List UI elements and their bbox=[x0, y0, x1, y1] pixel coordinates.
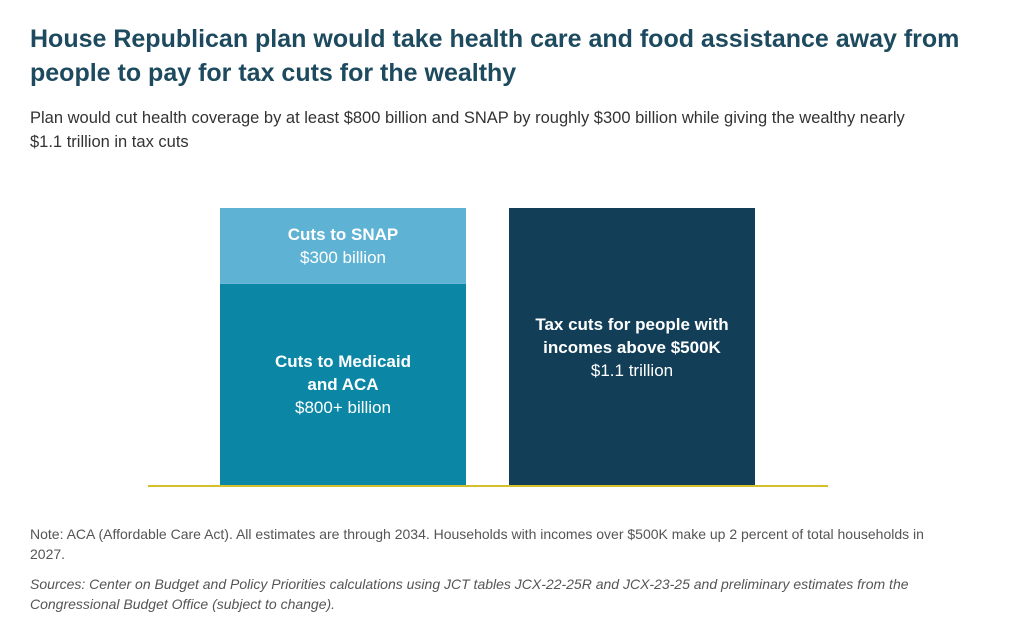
bar-segment-1 bbox=[220, 208, 466, 284]
bar-segment-label-2: Tax cuts for people with incomes above $5… bbox=[509, 313, 755, 382]
bar-segment-value: $800+ billion bbox=[295, 398, 391, 418]
bar-segment-value: $300 billion bbox=[299, 247, 386, 267]
bar-segment-value: $1.1 trillion bbox=[590, 360, 674, 380]
bar-segment-label-0: Cuts to Medicaid and ACA $800+ billion bbox=[220, 350, 466, 419]
bar-segment-name: Cuts to Medicaid bbox=[274, 352, 411, 372]
bar-segment-name: Tax cuts for people with bbox=[535, 314, 729, 334]
bar-segment-label-1: Cuts to SNAP $300 billion bbox=[220, 223, 466, 269]
bar-segment-name: Cuts to SNAP bbox=[287, 224, 399, 244]
chart-note: Note: ACA (Affordable Care Act). All est… bbox=[30, 526, 924, 562]
chart-sources: Sources: Center on Budget and Policy Pri… bbox=[30, 576, 909, 612]
bar-segment-0 bbox=[220, 283, 466, 486]
chart-subtitle: Plan would cut health coverage by at lea… bbox=[30, 109, 905, 151]
bar-segment-name: incomes above $500K bbox=[543, 337, 721, 357]
chart-title: House Republican plan would take health … bbox=[30, 25, 960, 87]
bar-segment-name: and ACA bbox=[307, 375, 379, 395]
bar-segment-2 bbox=[509, 208, 755, 486]
